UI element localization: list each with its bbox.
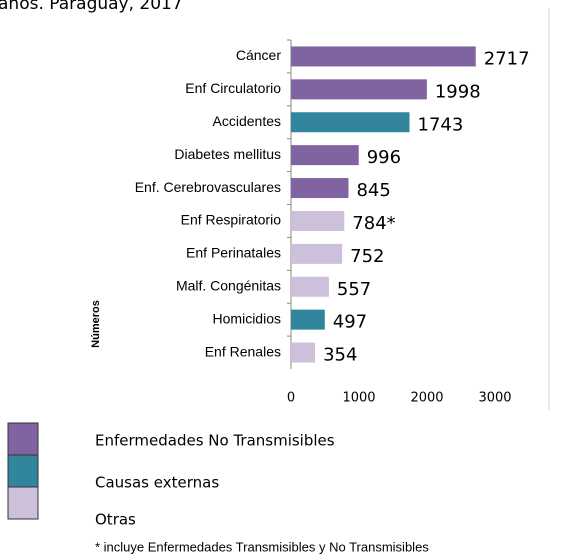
x-tick-label: 3000 — [478, 391, 511, 406]
chart-title: años. Paraguay, 2017 — [0, 0, 183, 14]
footnote: * incluye Enfermedades Transmisibles y N… — [95, 539, 429, 554]
value-label: 845 — [356, 180, 390, 201]
value-label: 996 — [367, 147, 401, 168]
x-tick-label: 2000 — [410, 391, 443, 406]
y-tick-label: Enf Respiratorio — [181, 212, 282, 228]
x-tick-label: 1000 — [342, 391, 375, 406]
y-tick-label: Enf Perinatales — [186, 245, 281, 261]
y-tick-label: Diabetes mellitus — [174, 146, 281, 162]
value-label: 497 — [333, 312, 367, 333]
y-tick-label: Enf Renales — [205, 343, 281, 359]
bar — [291, 243, 343, 264]
x-tick-label: 0 — [287, 391, 295, 406]
bar — [291, 276, 329, 297]
legend-swatch — [7, 422, 39, 456]
value-label: 2717 — [484, 48, 530, 69]
bar — [291, 79, 427, 100]
value-label: 752 — [350, 246, 384, 267]
value-label: 1743 — [418, 114, 464, 135]
y-tick-label: Cáncer — [236, 47, 281, 63]
y-tick-label: Malf. Congénitas — [176, 277, 281, 293]
bar — [291, 210, 345, 231]
value-label: 354 — [323, 345, 357, 366]
legend-label: Causas externas — [95, 474, 219, 492]
value-label: 557 — [337, 279, 371, 300]
bar — [291, 145, 359, 166]
legend-swatch — [7, 454, 39, 488]
legend-label: Otras — [95, 511, 136, 529]
bar — [291, 342, 316, 363]
bar — [291, 112, 410, 133]
bar — [291, 178, 349, 199]
legend-label: Enfermedades No Transmisibles — [95, 432, 335, 450]
value-label: 1998 — [435, 81, 481, 102]
bar — [291, 46, 476, 67]
value-label: 784* — [352, 213, 395, 234]
bar — [291, 309, 325, 330]
y-axis-label: Números — [90, 300, 102, 348]
y-tick-label: Enf Circulatorio — [185, 80, 281, 96]
y-tick-label: Accidentes — [213, 113, 281, 129]
y-tick-label: Homicidios — [213, 310, 281, 326]
y-tick-label: Enf. Cerebrovasculares — [135, 179, 281, 195]
legend-swatch — [7, 486, 39, 520]
